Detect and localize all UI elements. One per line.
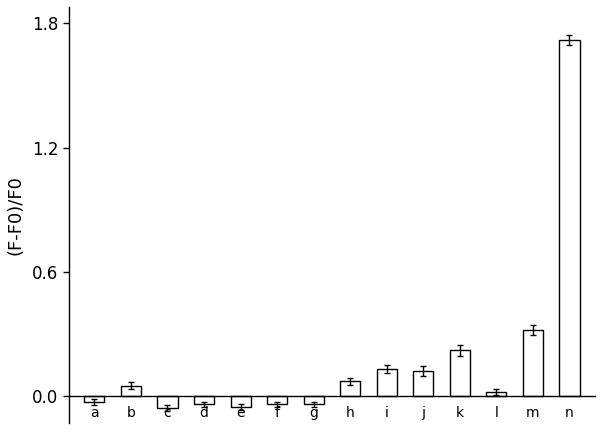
- Bar: [450, 350, 470, 396]
- Bar: [84, 396, 104, 402]
- Bar: [523, 330, 543, 396]
- Bar: [194, 396, 214, 404]
- Bar: [486, 392, 506, 396]
- Bar: [121, 386, 141, 396]
- Bar: [413, 371, 433, 396]
- Bar: [267, 396, 287, 404]
- Bar: [303, 396, 324, 404]
- Bar: [231, 396, 250, 407]
- Bar: [377, 369, 397, 396]
- Bar: [559, 40, 580, 396]
- Bar: [158, 396, 178, 408]
- Bar: [340, 381, 360, 396]
- Y-axis label: (F-F0)/F0: (F-F0)/F0: [7, 175, 25, 255]
